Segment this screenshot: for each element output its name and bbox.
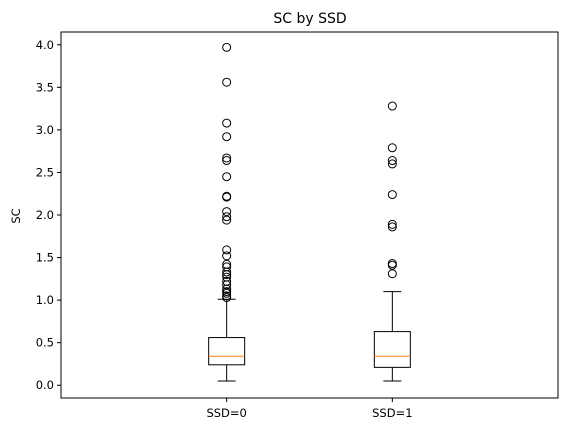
outlier-point [222, 272, 232, 282]
outlier-point [387, 219, 397, 229]
outlier-point [222, 251, 232, 261]
outlier-point [222, 153, 232, 163]
y-tick-label: 2.5 [36, 165, 54, 179]
y-tick-label: 3.5 [36, 80, 54, 94]
outlier-point [387, 190, 397, 200]
outlier-point [222, 191, 232, 201]
outlier-point [222, 287, 232, 297]
outlier-point [222, 172, 232, 182]
outlier-point [222, 118, 232, 128]
outlier-point [387, 259, 397, 269]
outlier-point [222, 207, 232, 217]
y-tick-label: 3.0 [36, 123, 54, 137]
outlier-point [387, 143, 397, 153]
outlier-point [222, 212, 232, 222]
outlier-point [222, 215, 232, 225]
iqr-box [208, 337, 246, 366]
outlier-point [222, 262, 232, 272]
y-axis-label: SC [9, 208, 23, 223]
outlier-point [222, 77, 232, 87]
outlier-point [387, 156, 397, 166]
outlier-point [387, 269, 397, 279]
y-tick-label: 1.5 [36, 251, 54, 265]
y-tick-label: 0.0 [36, 378, 54, 392]
plot-frame [60, 31, 559, 399]
outlier-point [387, 260, 397, 270]
x-tick-label: SSD=1 [372, 406, 412, 420]
y-tick-label: 0.5 [36, 336, 54, 350]
outlier-point [222, 259, 232, 269]
y-tick-label: 4.0 [36, 38, 54, 52]
outlier-point [222, 245, 232, 255]
y-tick-label: 2.0 [36, 208, 54, 222]
outlier-point [387, 159, 397, 169]
y-tick-label: 1.0 [36, 293, 54, 307]
outlier-point [387, 101, 397, 111]
outlier-point [222, 276, 232, 286]
outlier-point [222, 156, 232, 166]
outlier-point [222, 132, 232, 142]
x-tick-label: SSD=0 [206, 406, 246, 420]
outlier-point [387, 222, 397, 232]
iqr-box [373, 331, 411, 368]
plot-area: 0.0 0.5 1.0 1.5 2.0 2.5 3.0 3.5 4.0 SSD=0 SSD=1 [36, 38, 413, 420]
chart-title: SC by SSD [273, 11, 346, 27]
outlier-point [222, 42, 232, 52]
outlier-point [222, 291, 232, 301]
